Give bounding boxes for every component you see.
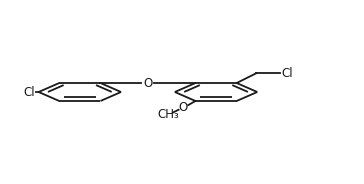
Text: CH₃: CH₃	[158, 108, 179, 121]
Text: Cl: Cl	[23, 86, 35, 98]
Text: O: O	[143, 77, 153, 90]
Text: Cl: Cl	[281, 67, 293, 80]
Text: O: O	[178, 101, 187, 114]
